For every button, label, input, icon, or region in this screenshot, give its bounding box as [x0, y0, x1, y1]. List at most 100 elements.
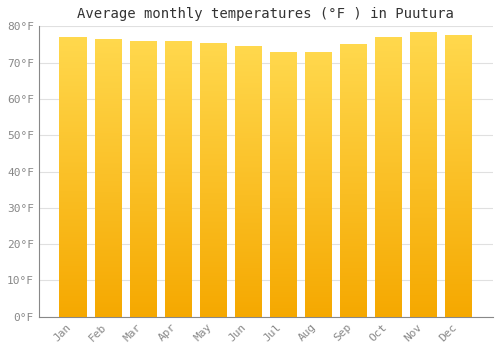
Bar: [200, 63, 227, 64]
Bar: [200, 100, 227, 102]
Bar: [234, 83, 262, 84]
Bar: [305, 300, 332, 301]
Bar: [410, 107, 438, 109]
Bar: [234, 222, 262, 223]
Bar: [60, 315, 87, 317]
Bar: [234, 71, 262, 72]
Bar: [200, 86, 227, 88]
Bar: [305, 171, 332, 172]
Bar: [305, 314, 332, 315]
Bar: [60, 268, 87, 269]
Bar: [410, 193, 438, 194]
Bar: [200, 163, 227, 164]
Bar: [375, 116, 402, 117]
Bar: [445, 89, 472, 90]
Bar: [270, 302, 297, 303]
Bar: [234, 73, 262, 75]
Bar: [445, 279, 472, 280]
Bar: [234, 209, 262, 210]
Bar: [305, 268, 332, 269]
Bar: [164, 74, 192, 75]
Bar: [375, 114, 402, 116]
Bar: [234, 210, 262, 211]
Bar: [94, 218, 122, 219]
Bar: [305, 85, 332, 86]
Bar: [94, 176, 122, 178]
Bar: [410, 293, 438, 294]
Bar: [375, 262, 402, 264]
Bar: [340, 99, 367, 100]
Bar: [445, 282, 472, 283]
Bar: [234, 64, 262, 65]
Bar: [200, 209, 227, 210]
Bar: [60, 234, 87, 236]
Bar: [234, 76, 262, 77]
Bar: [130, 78, 157, 79]
Bar: [305, 278, 332, 280]
Bar: [234, 57, 262, 58]
Bar: [375, 149, 402, 150]
Bar: [94, 121, 122, 122]
Bar: [200, 182, 227, 184]
Bar: [94, 85, 122, 86]
Bar: [164, 64, 192, 66]
Bar: [340, 70, 367, 72]
Bar: [340, 268, 367, 269]
Bar: [200, 248, 227, 250]
Bar: [305, 200, 332, 202]
Bar: [445, 259, 472, 260]
Bar: [234, 106, 262, 107]
Bar: [410, 127, 438, 129]
Bar: [305, 130, 332, 131]
Bar: [94, 274, 122, 275]
Bar: [130, 242, 157, 244]
Bar: [305, 142, 332, 143]
Bar: [270, 234, 297, 236]
Bar: [60, 60, 87, 61]
Bar: [305, 93, 332, 94]
Bar: [305, 148, 332, 150]
Bar: [410, 315, 438, 317]
Bar: [375, 134, 402, 135]
Bar: [200, 172, 227, 173]
Bar: [130, 271, 157, 273]
Bar: [94, 147, 122, 149]
Bar: [200, 237, 227, 239]
Bar: [270, 177, 297, 179]
Bar: [445, 258, 472, 259]
Bar: [305, 223, 332, 224]
Bar: [410, 89, 438, 90]
Bar: [130, 288, 157, 289]
Bar: [164, 91, 192, 92]
Bar: [200, 115, 227, 117]
Bar: [60, 58, 87, 60]
Bar: [375, 122, 402, 124]
Bar: [164, 117, 192, 118]
Bar: [164, 67, 192, 68]
Bar: [234, 171, 262, 172]
Bar: [410, 266, 438, 267]
Bar: [445, 204, 472, 206]
Bar: [410, 241, 438, 243]
Bar: [200, 84, 227, 85]
Bar: [445, 235, 472, 237]
Bar: [200, 217, 227, 218]
Bar: [445, 97, 472, 99]
Bar: [270, 229, 297, 231]
Bar: [340, 205, 367, 206]
Bar: [410, 240, 438, 241]
Bar: [445, 93, 472, 95]
Bar: [130, 241, 157, 242]
Bar: [60, 222, 87, 223]
Bar: [130, 175, 157, 176]
Bar: [410, 40, 438, 42]
Bar: [305, 113, 332, 114]
Bar: [130, 201, 157, 202]
Bar: [130, 126, 157, 128]
Bar: [200, 67, 227, 69]
Bar: [200, 207, 227, 209]
Bar: [410, 274, 438, 275]
Bar: [270, 246, 297, 248]
Bar: [340, 55, 367, 57]
Bar: [340, 51, 367, 52]
